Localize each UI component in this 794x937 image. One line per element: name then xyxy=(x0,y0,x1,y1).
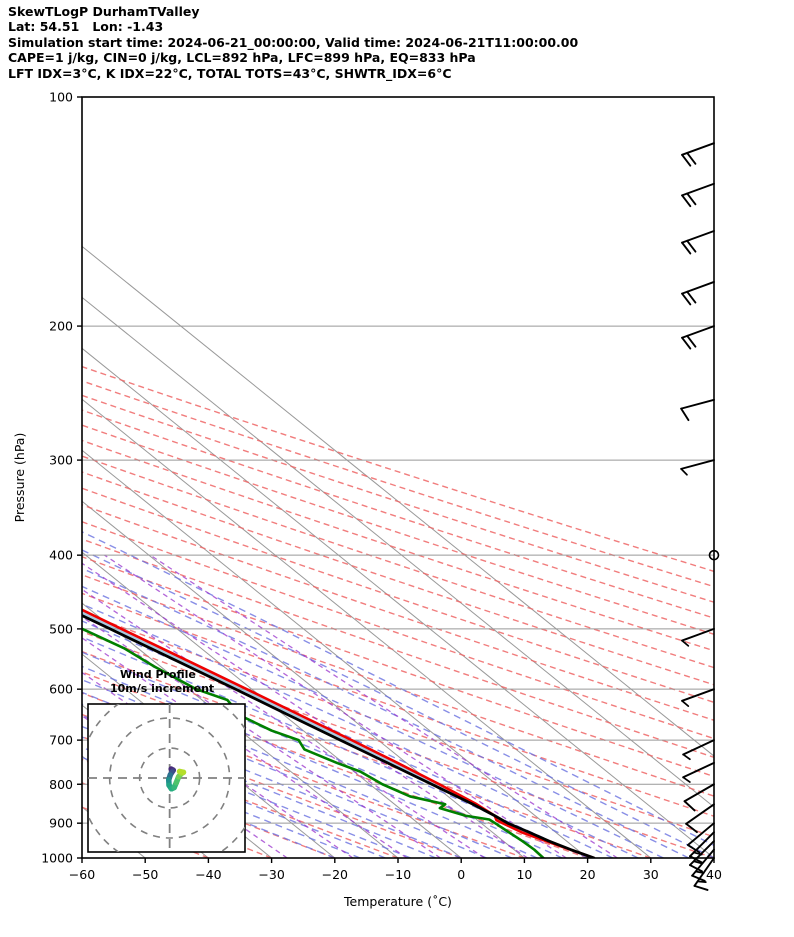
header-latlon: Lat: 54.51 Lon: -1.43 xyxy=(8,19,164,35)
y-axis-label: Pressure (hPa) xyxy=(12,433,27,523)
y-tick-label: 600 xyxy=(49,682,73,697)
x-tick-label: 0 xyxy=(457,867,465,882)
y-tick-label: 100 xyxy=(49,90,73,105)
header-times: Simulation start time: 2024-06-21_00:00:… xyxy=(8,34,579,50)
x-tick-label: 10 xyxy=(516,867,532,882)
y-tick-label: 300 xyxy=(49,453,73,468)
hodograph-title-line2: 10m/s increment xyxy=(110,682,214,695)
x-tick-label: −10 xyxy=(385,867,411,882)
x-tick-label: 40 xyxy=(706,867,722,882)
y-tick-label: 200 xyxy=(49,319,73,334)
header-block: SkewTLogP DurhamTValley Lat: 54.51 Lon: … xyxy=(8,4,578,81)
x-tick-label: 20 xyxy=(580,867,596,882)
header-indices-2: LFT IDX=3°C, K IDX=22°C, TOTAL TOTS=43°C… xyxy=(8,65,452,81)
sounding-curves xyxy=(82,608,596,858)
header-title: SkewTLogP DurhamTValley xyxy=(8,4,200,19)
x-tick-label: −40 xyxy=(195,867,221,882)
wind-barbs xyxy=(680,142,720,891)
x-tick-label: 30 xyxy=(643,867,659,882)
y-tick-label: 1000 xyxy=(41,851,73,866)
x-tick-label: −60 xyxy=(69,867,95,882)
header-indices-1: CAPE=1 j/kg, CIN=0 j/kg, LCL=892 hPa, LF… xyxy=(8,50,476,66)
y-tick-label: 500 xyxy=(49,621,73,636)
y-tick-label: 400 xyxy=(49,548,73,563)
axis-ticks: −60 −50 −40 −30 −20 −10 0 10 20 30 40 100 200 300 400 5… xyxy=(41,90,722,883)
x-tick-label: −50 xyxy=(132,867,158,882)
x-tick-label: −20 xyxy=(322,867,348,882)
x-tick-label: −30 xyxy=(258,867,284,882)
y-tick-label: 700 xyxy=(49,733,73,748)
y-tick-label: 800 xyxy=(49,777,73,792)
x-axis-label: Temperature (˚C) xyxy=(343,894,452,909)
hodograph-title-line1: Wind Profile xyxy=(120,668,196,681)
y-tick-label: 900 xyxy=(49,816,73,831)
